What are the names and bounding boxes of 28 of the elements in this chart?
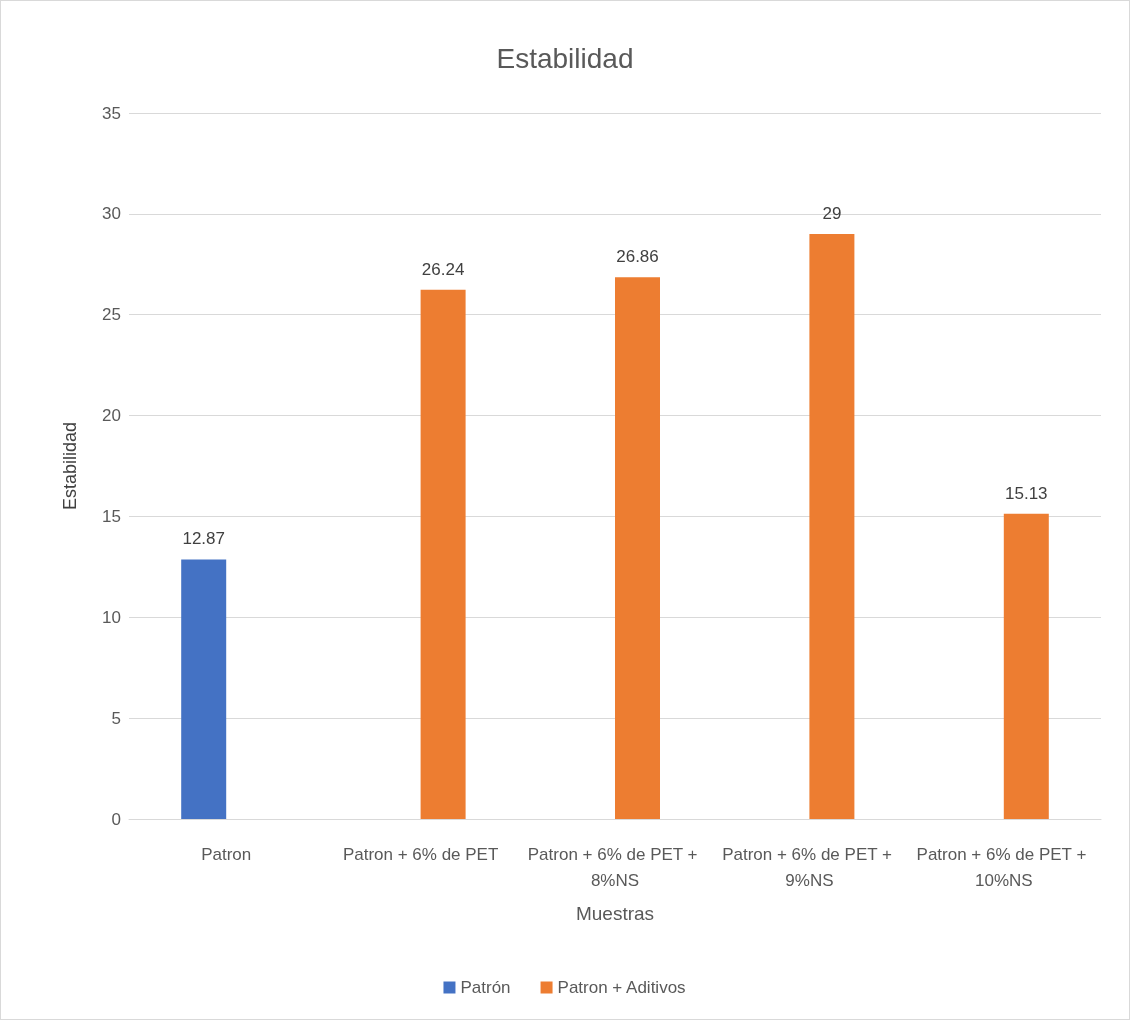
y-tick-label: 5 (111, 708, 121, 728)
bar (181, 559, 227, 819)
bar (615, 277, 660, 819)
legend-label: Patron + Aditivos (557, 978, 686, 997)
legend-label: Patrón (460, 978, 511, 997)
data-label: 26.86 (616, 247, 659, 267)
data-label: 15.13 (1005, 483, 1048, 503)
y-tick-label: 25 (102, 305, 121, 325)
x-tick-label: Patron + 6% de PET + 9%NS (722, 844, 897, 890)
y-tick-label: 15 (102, 506, 121, 526)
bar (809, 234, 855, 819)
data-label: 12.87 (182, 529, 225, 549)
bar (420, 289, 466, 819)
chart-title: Estabilidad (496, 42, 634, 74)
y-tick-label: 10 (102, 607, 121, 627)
y-axis-title: Estabilidad (60, 421, 80, 511)
data-label: 29 (822, 204, 842, 224)
x-axis-title: Muestras (575, 903, 655, 924)
x-tick-label: Patron + 6% de PET (342, 844, 499, 864)
x-tick-label: Patron + 6% de PET + 10%NS (916, 844, 1092, 890)
y-tick-label: 35 (102, 103, 121, 123)
y-tick-label: 30 (102, 204, 121, 224)
x-tick-label: Patron + 6% de PET + 8%NS (527, 844, 703, 890)
y-tick-label: 20 (102, 406, 121, 426)
bar (1003, 513, 1049, 819)
y-tick-label: 0 (111, 809, 121, 829)
x-tick-label: Patron (201, 844, 252, 864)
data-label: 26.24 (421, 259, 465, 279)
